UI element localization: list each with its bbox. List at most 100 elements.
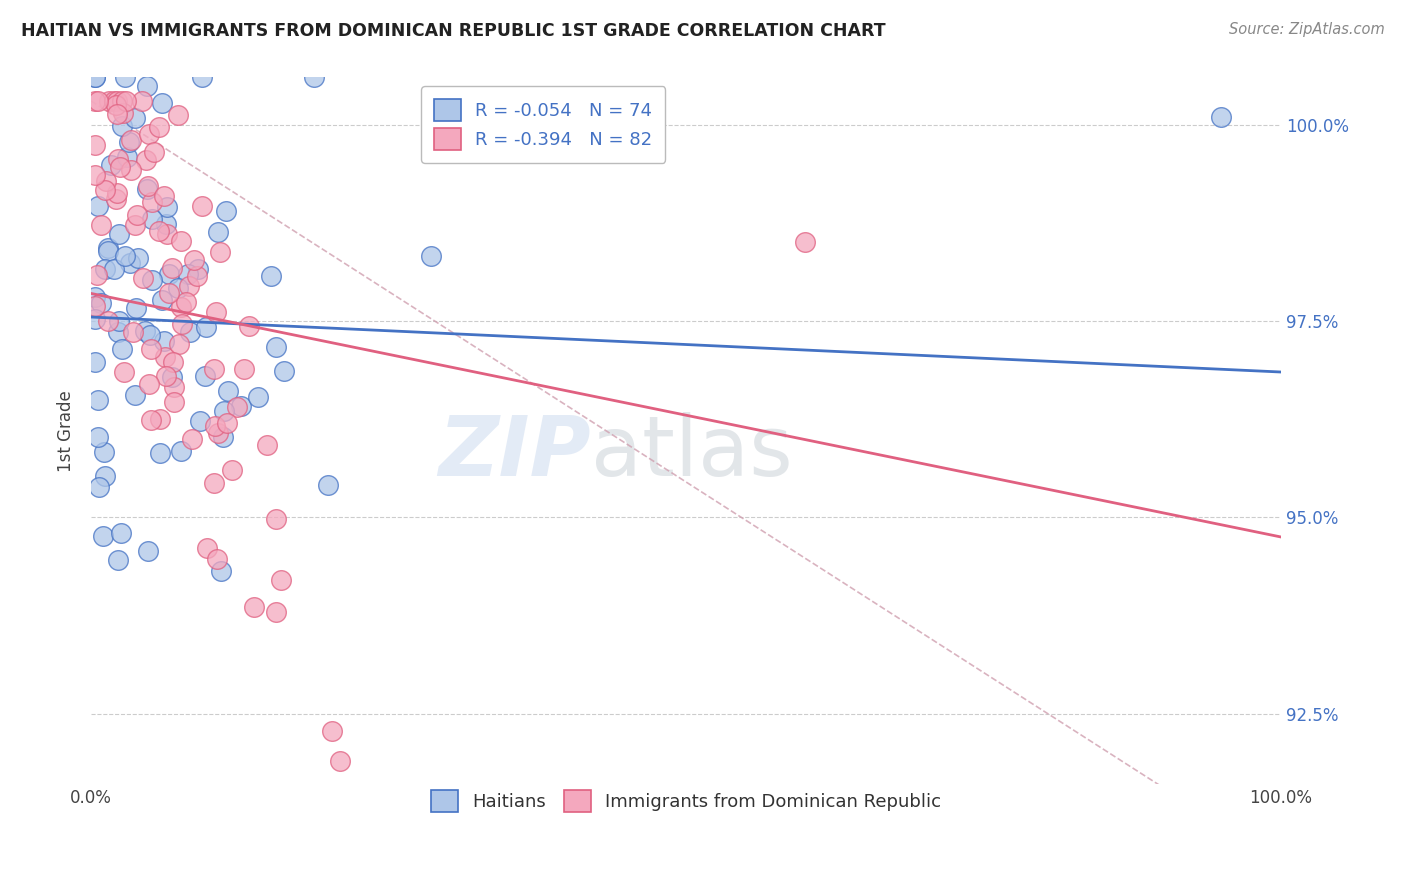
- Point: [93, 445, 115, 459]
- Point: [208, 244, 231, 259]
- Point: [86, 430, 108, 444]
- Point: [91, 529, 114, 543]
- Point: [114, 249, 136, 263]
- Point: [111, 119, 134, 133]
- Point: [115, 94, 138, 108]
- Point: [202, 476, 225, 491]
- Point: [103, 94, 125, 108]
- Point: [155, 217, 177, 231]
- Point: [172, 318, 194, 332]
- Point: [478, 94, 501, 108]
- Point: [217, 384, 239, 398]
- Point: [87, 392, 110, 407]
- Point: [304, 70, 326, 85]
- Point: [157, 285, 180, 300]
- Point: [225, 400, 247, 414]
- Point: [124, 218, 146, 232]
- Point: [83, 94, 105, 108]
- Point: [83, 168, 105, 182]
- Point: [231, 399, 253, 413]
- Point: [105, 107, 128, 121]
- Point: [136, 179, 159, 194]
- Point: [142, 145, 165, 159]
- Point: [264, 512, 287, 526]
- Point: [108, 314, 131, 328]
- Point: [104, 193, 127, 207]
- Point: [183, 253, 205, 268]
- Point: [149, 412, 172, 426]
- Point: [177, 267, 200, 281]
- Point: [117, 135, 139, 149]
- Point: [179, 279, 201, 293]
- Point: [204, 418, 226, 433]
- Point: [242, 600, 264, 615]
- Point: [120, 133, 142, 147]
- Point: [170, 234, 193, 248]
- Point: [131, 94, 153, 108]
- Point: [111, 94, 134, 108]
- Point: [162, 369, 184, 384]
- Point: [136, 544, 159, 558]
- Point: [83, 290, 105, 304]
- Point: [141, 211, 163, 226]
- Point: [209, 564, 232, 578]
- Point: [135, 78, 157, 93]
- Point: [321, 724, 343, 739]
- Point: [84, 299, 107, 313]
- Point: [207, 425, 229, 440]
- Point: [139, 328, 162, 343]
- Point: [155, 368, 177, 383]
- Point: [138, 128, 160, 142]
- Point: [163, 379, 186, 393]
- Point: [118, 256, 141, 270]
- Point: [153, 351, 176, 365]
- Point: [117, 150, 139, 164]
- Point: [181, 432, 204, 446]
- Point: [120, 162, 142, 177]
- Point: [87, 480, 110, 494]
- Point: [139, 412, 162, 426]
- Legend: Haitians, Immigrants from Dominican Republic: Haitians, Immigrants from Dominican Repu…: [418, 778, 955, 825]
- Point: [202, 362, 225, 376]
- Point: [127, 208, 149, 222]
- Text: ZIP: ZIP: [439, 411, 591, 492]
- Point: [105, 186, 128, 200]
- Point: [188, 414, 211, 428]
- Point: [150, 293, 173, 308]
- Point: [83, 312, 105, 326]
- Point: [124, 111, 146, 125]
- Point: [110, 342, 132, 356]
- Point: [153, 188, 176, 202]
- Point: [108, 160, 131, 174]
- Point: [135, 182, 157, 196]
- Point: [156, 227, 179, 242]
- Point: [212, 430, 235, 444]
- Point: [221, 463, 243, 477]
- Point: [141, 342, 163, 356]
- Point: [169, 444, 191, 458]
- Point: [94, 183, 117, 197]
- Point: [96, 314, 118, 328]
- Point: [162, 355, 184, 369]
- Point: [89, 295, 111, 310]
- Point: [194, 369, 217, 384]
- Point: [207, 225, 229, 239]
- Point: [186, 268, 208, 283]
- Point: [157, 268, 180, 282]
- Point: [215, 417, 238, 431]
- Point: [160, 260, 183, 275]
- Point: [141, 195, 163, 210]
- Point: [107, 152, 129, 166]
- Point: [134, 324, 156, 338]
- Point: [232, 361, 254, 376]
- Point: [179, 325, 201, 339]
- Point: [156, 200, 179, 214]
- Point: [1211, 110, 1233, 124]
- Point: [110, 526, 132, 541]
- Point: [135, 153, 157, 167]
- Point: [273, 364, 295, 378]
- Point: [212, 404, 235, 418]
- Point: [108, 227, 131, 241]
- Point: [167, 337, 190, 351]
- Point: [94, 469, 117, 483]
